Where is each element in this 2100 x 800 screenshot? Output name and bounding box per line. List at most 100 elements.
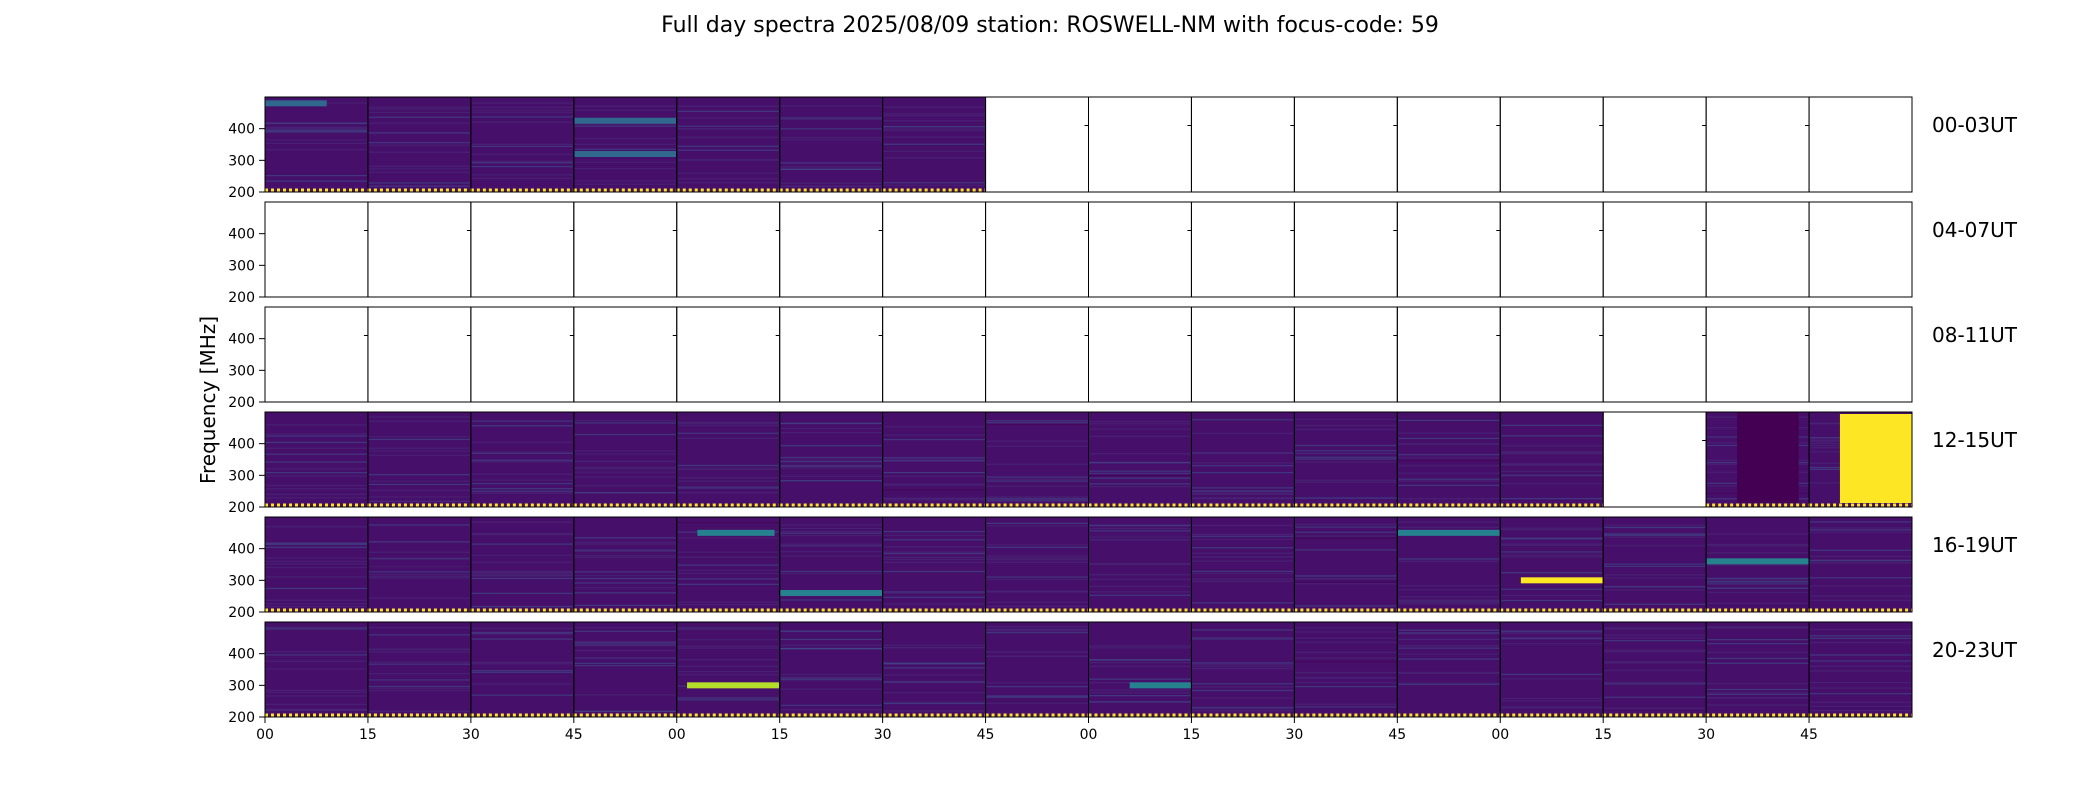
noise-stripe	[1500, 529, 1604, 531]
noise-stripe	[676, 125, 780, 127]
noise-stripe	[985, 499, 1089, 501]
signal-line	[1129, 682, 1192, 689]
spectrogram-panel	[1088, 412, 1192, 507]
spectrogram-background	[985, 622, 1089, 717]
noise-stripe	[1294, 641, 1398, 644]
noise-stripe	[470, 116, 574, 118]
noise-stripe	[1706, 688, 1810, 691]
noise-stripe	[882, 143, 986, 145]
noise-stripe	[1706, 552, 1810, 554]
noise-stripe	[1603, 681, 1707, 683]
noise-stripe	[573, 587, 677, 589]
noise-stripe	[1809, 681, 1912, 684]
panel-border	[1293, 306, 1398, 403]
noise-stripe	[779, 524, 883, 526]
noise-stripe	[265, 497, 368, 499]
noise-stripe	[367, 557, 471, 559]
noise-stripe	[1397, 632, 1501, 634]
noise-stripe	[367, 165, 471, 167]
spectrogram-panel	[985, 622, 1089, 717]
noise-stripe	[470, 638, 574, 640]
noise-stripe	[882, 539, 986, 541]
noise-stripe	[676, 639, 780, 641]
noise-stripe	[573, 167, 677, 170]
noise-stripe	[985, 686, 1089, 688]
spectrogram-panel	[1603, 517, 1707, 612]
noise-stripe	[1706, 639, 1810, 641]
spectra-row: 200 300 400 00-03UT	[228, 96, 2018, 201]
noise-stripe	[1088, 563, 1192, 565]
noise-stripe	[1809, 701, 1912, 704]
panel-border	[1088, 306, 1192, 403]
noise-stripe	[1706, 587, 1810, 589]
signal-line	[265, 100, 327, 107]
noise-stripe	[1706, 697, 1810, 699]
noise-stripe	[470, 575, 574, 577]
noise-stripe	[367, 483, 471, 486]
noise-stripe	[1397, 480, 1501, 482]
noise-stripe	[882, 556, 986, 559]
noise-stripe	[265, 142, 368, 144]
noise-stripe	[1088, 428, 1192, 430]
noise-stripe	[470, 441, 574, 443]
noise-stripe	[573, 543, 677, 545]
spectrogram-background	[573, 622, 677, 717]
noise-stripe	[573, 537, 677, 539]
noise-stripe	[676, 182, 780, 184]
panel-border	[1396, 96, 1501, 193]
noise-stripe	[367, 687, 471, 689]
noise-stripe	[470, 106, 574, 108]
spectrogram-panel	[470, 517, 574, 612]
noise-stripe	[573, 450, 677, 452]
noise-stripe	[573, 143, 677, 145]
noise-stripe	[1706, 582, 1810, 584]
noise-stripe	[779, 445, 883, 447]
signal-block	[1737, 412, 1799, 503]
noise-stripe	[779, 572, 883, 575]
spectrogram-panel	[573, 517, 677, 612]
noise-stripe	[1603, 603, 1707, 605]
noise-stripe	[1706, 578, 1810, 580]
noise-stripe	[1191, 706, 1295, 708]
noise-stripe	[573, 476, 677, 478]
noise-stripe	[265, 472, 368, 474]
noise-stripe	[1294, 682, 1398, 684]
noise-stripe	[573, 492, 677, 494]
noise-stripe	[1088, 472, 1192, 474]
panel-border	[1705, 201, 1810, 298]
panel-border	[1396, 201, 1501, 298]
noise-stripe	[882, 592, 986, 594]
noise-stripe	[676, 604, 780, 606]
noise-stripe	[367, 575, 471, 578]
noise-stripe	[1088, 591, 1192, 593]
noise-stripe	[676, 172, 780, 174]
noise-stripe	[1706, 627, 1810, 629]
noise-stripe	[265, 488, 368, 490]
noise-stripe	[1500, 700, 1604, 702]
noise-stripe	[1809, 654, 1912, 656]
noise-stripe	[470, 605, 574, 608]
noise-stripe	[573, 571, 677, 573]
noise-stripe	[1397, 558, 1501, 560]
spectrogram-panel	[676, 97, 780, 192]
noise-stripe	[1809, 670, 1912, 672]
noise-stripe	[573, 125, 677, 127]
spectrogram-panel	[882, 622, 986, 717]
noise-stripe	[1397, 521, 1501, 523]
noise-stripe	[882, 534, 986, 536]
signal-line	[1706, 558, 1810, 565]
noise-stripe	[1500, 474, 1604, 476]
spectrogram-background	[367, 412, 471, 507]
spectrogram-background	[676, 622, 780, 717]
noise-stripe	[470, 174, 574, 176]
noise-stripe	[1294, 581, 1398, 583]
panel-border	[1499, 201, 1604, 298]
spectrogram-background	[265, 517, 368, 612]
noise-stripe	[1706, 643, 1810, 645]
spectrogram-panel	[265, 517, 368, 612]
row-label: 04-07UT	[1932, 218, 2018, 242]
noise-stripe	[1706, 580, 1810, 582]
y-tick-label: 300	[228, 468, 255, 484]
noise-stripe	[1191, 683, 1295, 685]
noise-stripe	[367, 710, 471, 712]
